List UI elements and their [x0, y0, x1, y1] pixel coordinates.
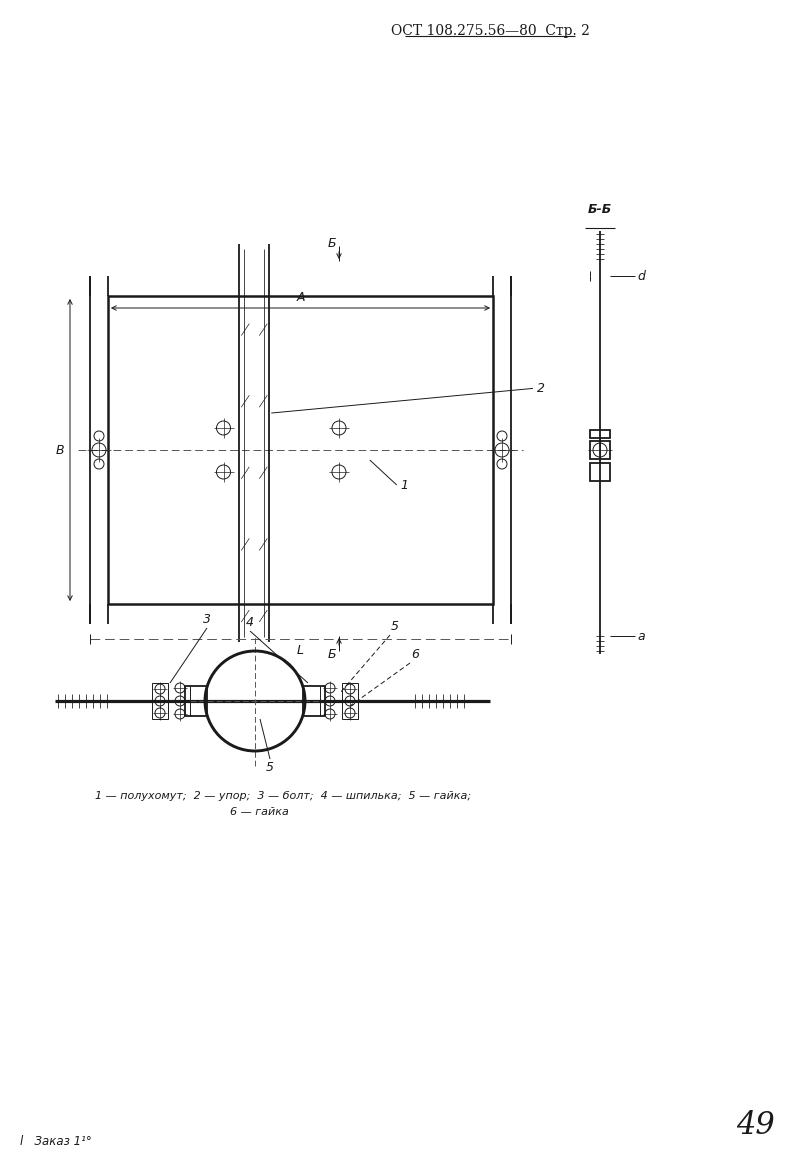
Text: Б: Б [327, 236, 336, 249]
Text: A: A [296, 290, 305, 305]
Text: 4: 4 [246, 616, 254, 629]
Bar [590, 463, 610, 481]
Bar [108, 296, 493, 604]
Text: a: a [637, 629, 645, 642]
Text: 2: 2 [537, 382, 545, 395]
Bar [342, 683, 358, 719]
Bar [303, 686, 325, 716]
Bar [185, 686, 207, 716]
Text: 1 — полухомут;  2 — упор;  3 — болт;  4 — шпилька;  5 — гайка;: 1 — полухомут; 2 — упор; 3 — болт; 4 — ш… [95, 791, 471, 801]
Text: Б: Б [327, 648, 336, 661]
Bar [590, 430, 610, 437]
Text: 5: 5 [391, 620, 399, 633]
Text: Б-Б: Б-Б [588, 203, 612, 216]
Text: 6 — гайка: 6 — гайка [230, 807, 289, 817]
Text: 3: 3 [203, 613, 211, 626]
Text: 6: 6 [411, 648, 419, 661]
Bar [152, 683, 168, 719]
Text: d: d [637, 269, 645, 282]
Bar [590, 441, 610, 459]
Text: L: L [297, 644, 304, 657]
Text: 5: 5 [266, 761, 274, 774]
Text: 49: 49 [736, 1110, 774, 1141]
Text: l   Заказ 1¹°: l Заказ 1¹° [20, 1135, 92, 1148]
Text: ОСТ 108.275.56—80  Стр. 2: ОСТ 108.275.56—80 Стр. 2 [390, 24, 590, 38]
Text: B: B [55, 443, 64, 456]
Text: 1: 1 [401, 479, 409, 492]
